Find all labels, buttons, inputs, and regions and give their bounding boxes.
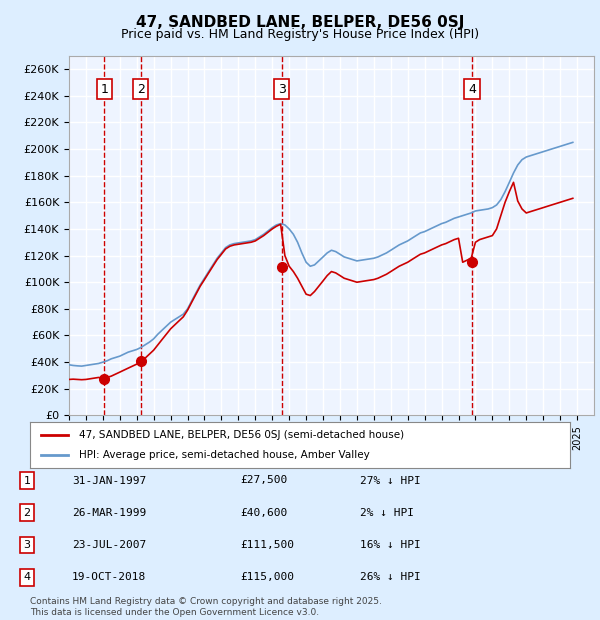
Text: HPI: Average price, semi-detached house, Amber Valley: HPI: Average price, semi-detached house,…	[79, 450, 370, 460]
Text: 2: 2	[137, 82, 145, 95]
Text: 16% ↓ HPI: 16% ↓ HPI	[360, 540, 421, 550]
Text: £111,500: £111,500	[240, 540, 294, 550]
Text: 2% ↓ HPI: 2% ↓ HPI	[360, 508, 414, 518]
Text: 3: 3	[23, 540, 31, 550]
Text: £27,500: £27,500	[240, 476, 287, 485]
Text: Price paid vs. HM Land Registry's House Price Index (HPI): Price paid vs. HM Land Registry's House …	[121, 28, 479, 41]
Text: 26% ↓ HPI: 26% ↓ HPI	[360, 572, 421, 582]
Text: 2: 2	[23, 508, 31, 518]
Text: £115,000: £115,000	[240, 572, 294, 582]
Text: 1: 1	[23, 476, 31, 485]
Text: 4: 4	[468, 82, 476, 95]
Text: 23-JUL-2007: 23-JUL-2007	[72, 540, 146, 550]
Text: 4: 4	[23, 572, 31, 582]
Text: 3: 3	[278, 82, 286, 95]
Text: 26-MAR-1999: 26-MAR-1999	[72, 508, 146, 518]
Text: 19-OCT-2018: 19-OCT-2018	[72, 572, 146, 582]
Text: £40,600: £40,600	[240, 508, 287, 518]
Text: 1: 1	[100, 82, 108, 95]
Text: 47, SANDBED LANE, BELPER, DE56 0SJ (semi-detached house): 47, SANDBED LANE, BELPER, DE56 0SJ (semi…	[79, 430, 404, 440]
Text: 47, SANDBED LANE, BELPER, DE56 0SJ: 47, SANDBED LANE, BELPER, DE56 0SJ	[136, 16, 464, 30]
Text: Contains HM Land Registry data © Crown copyright and database right 2025.
This d: Contains HM Land Registry data © Crown c…	[30, 598, 382, 617]
Text: 27% ↓ HPI: 27% ↓ HPI	[360, 476, 421, 485]
Text: 31-JAN-1997: 31-JAN-1997	[72, 476, 146, 485]
